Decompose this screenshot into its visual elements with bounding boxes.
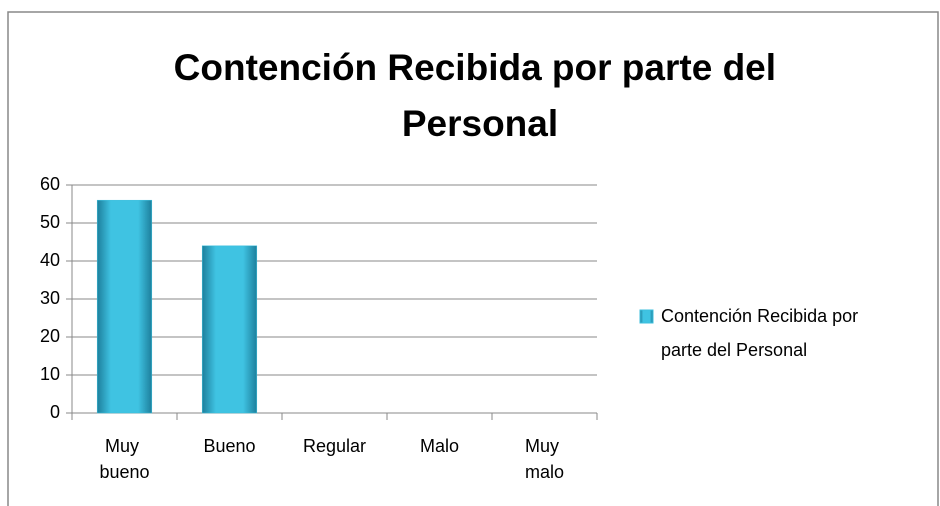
bar bbox=[96, 199, 153, 414]
x-tick-label: Malo bbox=[420, 436, 459, 456]
chart-frame bbox=[7, 11, 939, 506]
y-tick-label: 40 bbox=[40, 250, 60, 270]
x-tick-label: Muy malo bbox=[525, 436, 564, 482]
y-tick-label: 0 bbox=[50, 402, 60, 422]
x-tick-label: Muy bueno bbox=[99, 436, 149, 482]
x-tick-label: Bueno bbox=[203, 436, 255, 456]
y-tick-label: 60 bbox=[40, 174, 60, 194]
y-tick-label: 10 bbox=[40, 364, 60, 384]
y-tick-label: 30 bbox=[40, 288, 60, 308]
legend-swatch bbox=[639, 309, 654, 324]
chart-title: Contención Recibida por parte del Person… bbox=[174, 47, 787, 144]
y-tick-label: 50 bbox=[40, 212, 60, 232]
y-tick-label: 20 bbox=[40, 326, 60, 346]
bar bbox=[201, 245, 258, 414]
x-tick-label: Regular bbox=[303, 436, 366, 456]
legend-label: Contención Recibida por parte del Person… bbox=[661, 306, 863, 360]
